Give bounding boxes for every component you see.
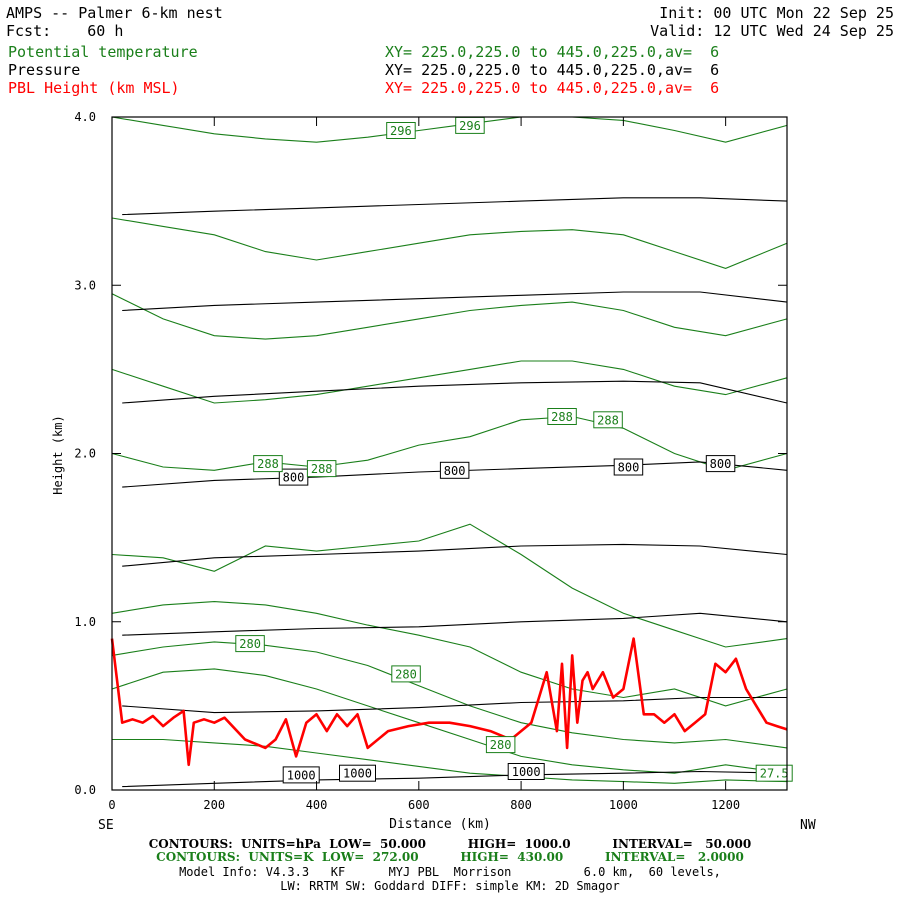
- theta-contour-label: 288: [311, 462, 333, 476]
- theta-contour-296: [111, 116, 788, 143]
- theta-contour-label-box: [547, 408, 577, 425]
- pressure-contour-650: [122, 197, 788, 216]
- field-name-pressure: Pressure: [8, 61, 81, 79]
- theta-contour-label-box: [391, 665, 421, 683]
- valid-time: Valid: 12 UTC Wed 24 Sep 25: [650, 22, 894, 40]
- theta-contour-label-box: [253, 455, 283, 473]
- theta-contour-label: 288: [257, 457, 279, 471]
- theta-contour-278: [112, 738, 788, 784]
- field-name-pbl: PBL Height (km MSL): [8, 79, 180, 97]
- theta-contour-label: 280: [239, 637, 261, 651]
- theta-contour-label: 288: [597, 413, 619, 427]
- theta-contour-label-box: [755, 764, 793, 782]
- x-tick-label: 200: [203, 798, 225, 812]
- pressure-contour-label-box: [613, 458, 644, 476]
- y-axis-label: Height (km): [51, 415, 65, 494]
- pressure-contour-label: 800: [618, 461, 640, 475]
- pressure-contour-label-box: [439, 461, 470, 479]
- theta-contour-label: 280: [395, 667, 417, 681]
- theta-contour-282: [111, 641, 788, 749]
- y-tick-label: 1.0: [74, 615, 96, 629]
- x-axis-right-end-label: NW: [800, 818, 816, 833]
- theta-contour-288: [111, 415, 788, 471]
- pbl-height-line: [110, 637, 788, 767]
- x-axis-left-end-label: SE: [98, 818, 114, 833]
- theta-contour-284: [111, 601, 788, 707]
- pressure-contour-750: [122, 380, 788, 404]
- x-tick-label: 1000: [609, 798, 638, 812]
- pressure-contour-label-box: [705, 455, 736, 473]
- y-tick-label: 2.0: [74, 447, 96, 461]
- theta-contour-label: 288: [551, 410, 573, 424]
- chart-title: AMPS -- Palmer 6-km nest: [6, 4, 223, 22]
- pressure-contour-label: 800: [444, 464, 466, 478]
- theta-contour-label: 296: [459, 119, 481, 133]
- field-xy-pressure: XY= 225.0,225.0 to 445.0,225.0,av= 6: [385, 61, 720, 79]
- theta-contour-294: [111, 217, 788, 269]
- x-tick-label: 400: [306, 798, 328, 812]
- pressure-contour-1000: [122, 770, 788, 788]
- pressure-contour-950: [122, 696, 787, 714]
- field-name-theta: Potential temperature: [8, 43, 198, 61]
- pressure-contour-label: 800: [710, 457, 732, 471]
- theta-contour-label: 27.5: [760, 767, 789, 781]
- theta-contour-label-box: [306, 460, 337, 478]
- init-time: Init: 00 UTC Mon 22 Sep 25: [659, 4, 894, 22]
- forecast-hour: Fcst: 60 h: [6, 22, 124, 40]
- theta-contour-286: [111, 523, 788, 648]
- x-tick-label: 1200: [711, 798, 740, 812]
- x-axis-label: Distance (km): [389, 817, 491, 832]
- field-xy-theta: XY= 225.0,225.0 to 445.0,225.0,av= 6: [385, 43, 720, 61]
- y-tick-label: 4.0: [74, 110, 96, 124]
- pressure-contour-800: [122, 461, 788, 488]
- x-tick-label: 800: [510, 798, 532, 812]
- theta-contour-290: [111, 360, 788, 404]
- theta-contour-label: 280: [490, 738, 512, 752]
- pressure-contour-label: 1000: [343, 767, 372, 781]
- pressure-contour-label: 1000: [287, 768, 316, 782]
- pressure-contour-label: 1000: [512, 765, 541, 779]
- footer-pressure-contours: CONTOURS: UNITS=hPa LOW= 50.000 HIGH= 10…: [148, 837, 752, 851]
- footer-model-info-2: LW: RRTM SW: Goddard DIFF: simple KM: 2D…: [280, 879, 620, 893]
- pressure-contour-label-box: [339, 764, 376, 782]
- x-tick-label: 600: [408, 798, 430, 812]
- x-tick-label: 0: [108, 798, 115, 812]
- theta-contour-292: [111, 293, 788, 340]
- theta-contour-label-box: [485, 736, 516, 754]
- pressure-contour-900: [122, 612, 788, 636]
- y-tick-label: 0.0: [74, 783, 96, 797]
- pressure-contour-850: [122, 543, 788, 567]
- footer-theta-contours: CONTOURS: UNITS=K LOW= 272.00 HIGH= 430.…: [156, 850, 744, 864]
- theta-contour-label-box: [386, 122, 416, 139]
- theta-contour-label-box: [593, 411, 623, 429]
- pressure-contour-700: [122, 291, 788, 312]
- pressure-contour-label-box: [507, 763, 545, 780]
- footer-model-info: Model Info: V4.3.3 KF MYJ PBL Morrison 6…: [179, 865, 721, 879]
- pressure-contour-label: 800: [283, 471, 305, 485]
- field-xy-pbl: XY= 225.0,225.0 to 445.0,225.0,av= 6: [385, 79, 720, 97]
- theta-contour-label: 296: [390, 124, 412, 138]
- theta-contour-label-box: [235, 635, 265, 653]
- plot-frame: [111, 116, 788, 791]
- y-tick-label: 3.0: [74, 278, 96, 292]
- pressure-contour-label-box: [282, 766, 320, 784]
